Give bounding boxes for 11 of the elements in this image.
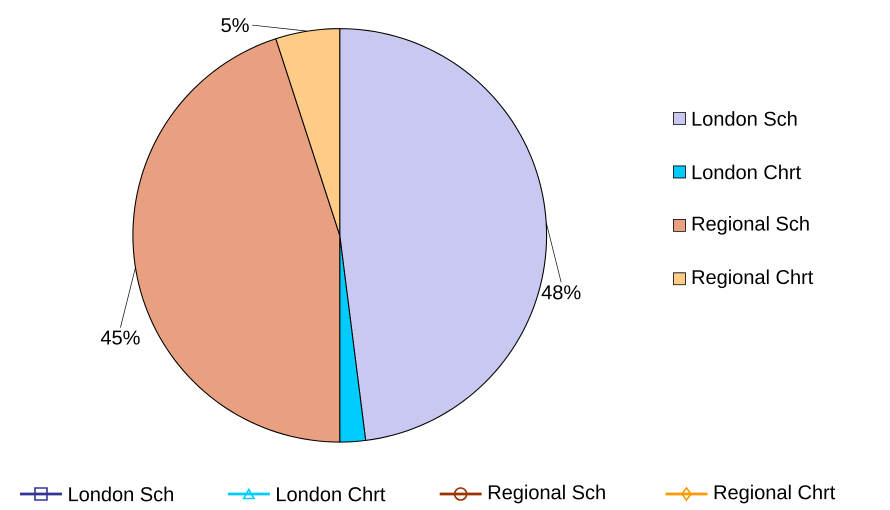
legend-label: London Sch [69,486,173,502]
legend-label: Regional Chrt [692,269,814,288]
data-label: 5% [221,18,249,32]
data-label: 45% [100,330,140,345]
legend-label: London Chrt [277,486,386,502]
legend-label: Regional Sch [692,216,809,235]
data-label: 48% [542,285,580,300]
legend-label: London Chrt [692,164,801,180]
legend-label: Regional Chrt [714,484,836,504]
legend-label: London Sch [692,111,797,126]
legend-label: Regional Sch [488,484,605,504]
